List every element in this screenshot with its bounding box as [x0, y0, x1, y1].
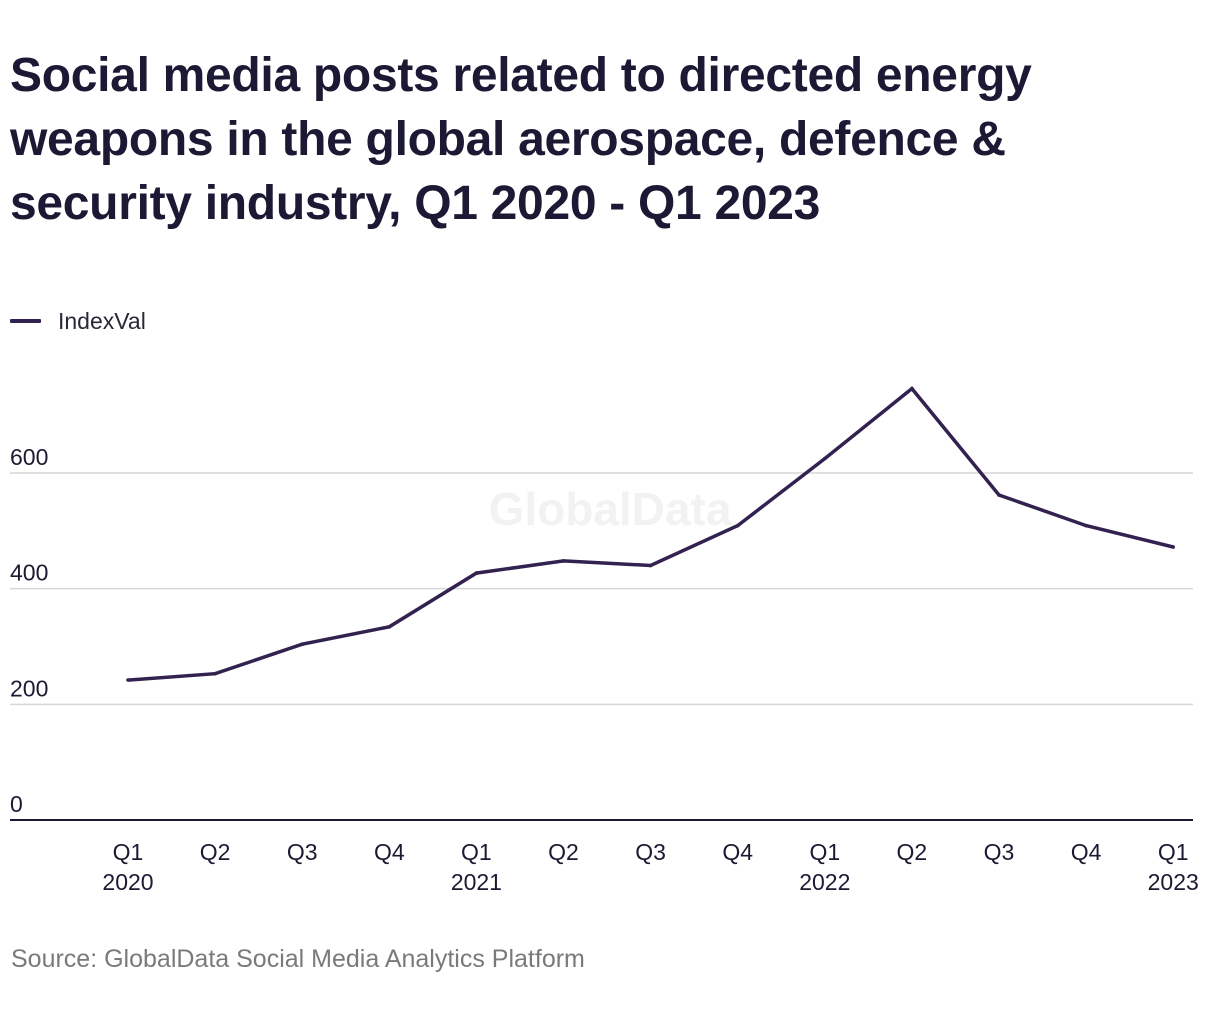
- x-tick-year-2023: 2023: [1148, 869, 1199, 895]
- x-tick-label-10: Q2: [897, 839, 928, 865]
- data-point-8: [735, 523, 740, 528]
- x-tick-label-4: Q4: [374, 839, 405, 865]
- x-tick-label-5: Q1: [461, 839, 492, 865]
- data-point-9: [823, 456, 827, 461]
- series-layer: [126, 386, 1175, 682]
- x-tick-label-13: Q1: [1158, 839, 1189, 865]
- x-tick-label-9: Q1: [809, 839, 840, 865]
- x-axis-ticks: Q1 2020 Q2 Q3 Q4 Q1 2021 Q2 Q3 Q4 Q1 2022 Q2 Q3 Q4 Q1 20…: [102, 839, 1198, 895]
- watermark-text: GlobalData: [489, 483, 732, 535]
- legend-line-swatch: [10, 319, 41, 323]
- y-tick-label-400: 400: [10, 560, 48, 586]
- data-point-4: [387, 625, 392, 629]
- data-point-1: [126, 678, 130, 682]
- legend-label: IndexVal: [58, 307, 146, 334]
- data-point-7: [648, 563, 653, 568]
- x-tick-label-1: Q1: [113, 839, 144, 865]
- x-tick-label-2: Q2: [200, 839, 231, 865]
- data-point-5: [474, 571, 479, 575]
- x-tick-label-12: Q4: [1071, 839, 1102, 865]
- data-point-6: [561, 559, 566, 563]
- y-tick-label-200: 200: [10, 675, 48, 701]
- chart-title: Social media posts related to directed e…: [10, 49, 1032, 230]
- y-axis-ticks: 0 200 400 600: [10, 444, 48, 817]
- y-tick-label-600: 600: [10, 444, 48, 470]
- x-tick-label-8: Q4: [722, 839, 753, 865]
- x-tick-label-7: Q3: [635, 839, 666, 865]
- legend: IndexVal: [10, 306, 146, 336]
- y-tick-label-0: 0: [10, 791, 23, 817]
- x-tick-label-11: Q3: [984, 839, 1015, 865]
- data-point-10: [910, 386, 914, 391]
- x-tick-year-2021: 2021: [451, 869, 502, 895]
- data-point-2: [213, 671, 217, 676]
- x-tick-label-3: Q3: [287, 839, 318, 865]
- x-tick-year-2022: 2022: [799, 869, 850, 895]
- data-point-3: [300, 642, 305, 646]
- data-point-12: [1084, 523, 1088, 528]
- data-point-11: [997, 493, 1001, 497]
- x-tick-year-2020: 2020: [102, 869, 153, 895]
- x-tick-label-6: Q2: [548, 839, 579, 865]
- source-note: Source: GlobalData Social Media Analytic…: [11, 945, 585, 973]
- gridlines: [10, 472, 1193, 706]
- data-point-13: [1171, 545, 1175, 549]
